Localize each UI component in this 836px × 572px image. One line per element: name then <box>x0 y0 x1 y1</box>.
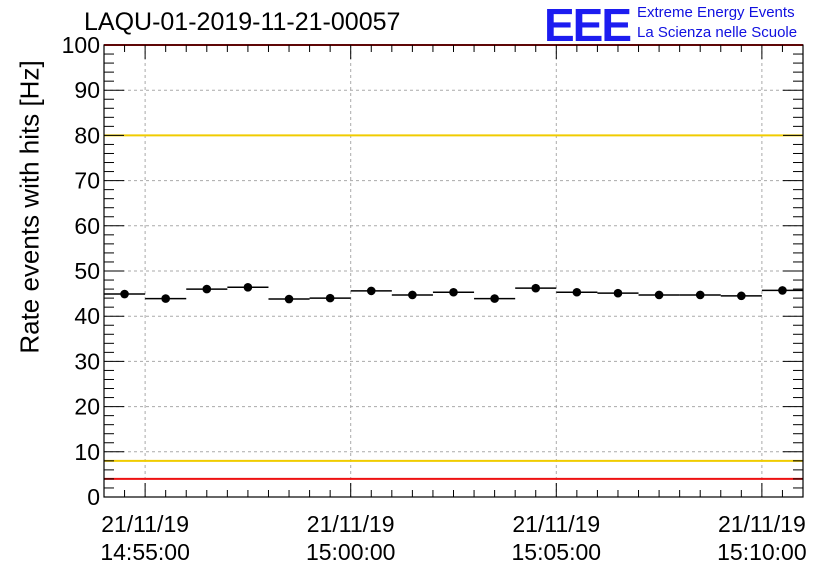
tick-labels: 010203040506070809010021/11/1914:55:0021… <box>62 32 807 565</box>
chart-title: LAQU-01-2019-11-21-00057 <box>84 8 401 36</box>
x-tick-time: 15:00:00 <box>306 539 396 565</box>
x-tick-date: 21/11/19 <box>101 511 189 537</box>
x-tick-date: 21/11/19 <box>307 511 395 537</box>
data-point <box>737 291 746 301</box>
data-point <box>284 294 294 304</box>
data-point <box>120 289 129 299</box>
x-tick-date: 21/11/19 <box>512 511 600 537</box>
y-tick-label: 90 <box>74 77 100 103</box>
y-tick-label: 50 <box>74 258 100 284</box>
data-point <box>613 288 623 298</box>
x-tick-time: 15:05:00 <box>512 539 602 565</box>
data-point <box>325 293 335 303</box>
y-tick-label: 100 <box>62 32 100 58</box>
y-tick-label: 60 <box>74 213 100 239</box>
data-point <box>572 287 582 297</box>
data-layer <box>104 282 803 304</box>
y-tick-label: 70 <box>74 168 100 194</box>
y-tick-label: 30 <box>74 348 100 374</box>
y-tick-label: 80 <box>74 122 100 148</box>
data-point <box>490 294 499 303</box>
tick-layer <box>103 44 804 498</box>
grid-layer <box>104 45 803 497</box>
y-tick-label: 10 <box>74 439 100 465</box>
data-point <box>202 284 212 294</box>
logo-line-1: Extreme Energy Events <box>637 4 795 21</box>
data-point <box>408 290 417 300</box>
y-tick-label: 40 <box>74 303 100 329</box>
data-point <box>161 294 170 303</box>
data-point <box>243 282 253 292</box>
data-point <box>778 286 787 295</box>
y-tick-label: 20 <box>74 394 100 420</box>
logo-line-2: La Scienza nelle Scuole <box>637 24 798 41</box>
data-point <box>366 286 376 296</box>
y-tick-label: 0 <box>87 484 100 510</box>
data-point <box>531 283 541 293</box>
x-tick-time: 15:10:00 <box>717 539 807 565</box>
data-point <box>695 290 705 300</box>
data-point <box>449 287 458 297</box>
x-tick-date: 21/11/19 <box>718 511 806 537</box>
data-point <box>654 290 664 300</box>
reference-lines <box>104 44 803 480</box>
eee-logo: EEE <box>544 0 632 51</box>
x-tick-time: 14:55:00 <box>100 539 190 565</box>
